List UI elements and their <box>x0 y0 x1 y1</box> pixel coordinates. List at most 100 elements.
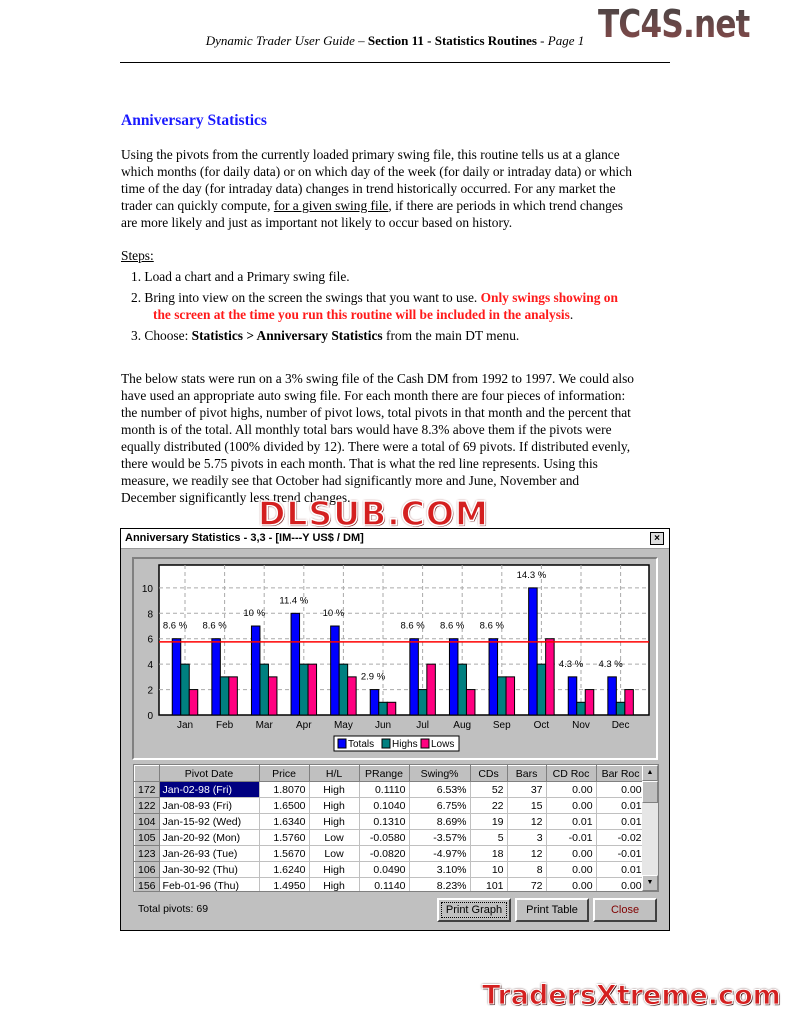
table-cell: 6.75% <box>408 797 471 814</box>
table-cell: 22 <box>469 797 508 814</box>
y-tick-label: 4 <box>147 660 153 671</box>
table-cell: 12 <box>506 845 547 862</box>
bar-chart: 0 2 4 6 8 10 8.6 % Jan 8.6 % Feb 10 % Mar 11.4 % Apr 1… <box>142 564 650 752</box>
table-cell: Jan-02-98 (Fri) <box>158 781 260 798</box>
bar-highs <box>536 663 547 716</box>
close-icon[interactable]: × <box>650 532 664 545</box>
bar-lows <box>584 689 595 716</box>
table-cell: 1.8070 <box>258 781 310 798</box>
x-tick-label: Feb <box>216 720 234 731</box>
bar-totals <box>171 638 182 716</box>
table-cell: Jan-20-92 (Mon) <box>158 829 260 846</box>
total-pivots-label: Total pivots: 69 <box>138 903 209 915</box>
column-header[interactable]: CD Roc <box>545 765 597 782</box>
text-segment: The below stats were run on a 3% swing f… <box>121 371 635 386</box>
bar-highs <box>378 701 388 716</box>
y-tick-label: 8 <box>147 609 153 620</box>
column-header[interactable]: H/L <box>308 765 360 782</box>
table-scrollbar[interactable]: ▲ ▼ <box>642 765 658 891</box>
data-label: 11.4 % <box>279 595 308 606</box>
scroll-thumb[interactable] <box>642 781 658 803</box>
legend-label: Totals <box>348 739 374 750</box>
text-segment: the number of pivot highs, number of piv… <box>121 405 631 420</box>
table-cell: 0.01 <box>595 813 646 830</box>
table-cell: -0.02 <box>595 829 646 846</box>
table-cell: 3.10% <box>408 861 471 878</box>
bar-highs <box>417 689 428 716</box>
page-header: Dynamic Trader User Guide – Section 11 -… <box>120 33 670 49</box>
table-cell: 1.5670 <box>258 845 310 862</box>
bar-highs <box>576 701 586 716</box>
x-tick-label: Aug <box>453 720 471 731</box>
legend-label: Highs <box>392 739 418 750</box>
table-cell: -3.57% <box>408 829 471 846</box>
text-segment: there would be 5.75 pivots in each month… <box>121 456 598 471</box>
bar-lows <box>426 663 436 716</box>
table-cell: High <box>308 797 360 814</box>
data-label: 10 % <box>323 608 345 619</box>
header-section: Section 11 - Statistics Routines <box>367 33 537 48</box>
table-cell: 0.1140 <box>358 877 410 891</box>
x-tick-label: Dec <box>612 720 630 731</box>
scroll-down-icon[interactable]: ▼ <box>642 875 658 891</box>
column-header[interactable]: Swing% <box>408 765 471 782</box>
table-cell: Jan-08-93 (Fri) <box>158 797 260 814</box>
column-header[interactable]: Bars <box>506 765 547 782</box>
column-header[interactable]: CDs <box>469 765 508 782</box>
data-label: 4.3 % <box>559 659 584 670</box>
section-title: Anniversary Statistics <box>121 112 267 129</box>
table-row[interactable]: 156 Feb-01-96 (Thu) 1.4950 High 0.1140 8.23% 1… <box>134 877 646 891</box>
bar-lows <box>267 676 278 716</box>
table-cell: -0.01 <box>595 845 646 862</box>
table-cell: 8 <box>506 861 547 878</box>
table-cell: 1.6500 <box>258 797 310 814</box>
text-segment: month is of the total. All monthly total… <box>121 422 612 437</box>
legend-swatch <box>381 738 391 749</box>
text-segment: the screen at the time you run this rout… <box>153 307 570 322</box>
table-cell: 0.00 <box>595 877 646 891</box>
table-cell: 19 <box>469 813 508 830</box>
bar-highs <box>338 663 349 716</box>
table-cell: 101 <box>469 877 508 891</box>
data-label: 8.6 % <box>202 621 227 632</box>
table-cell: 0.1040 <box>358 797 410 814</box>
tradersxtreme-watermark-logo: TradersXtreme.com <box>482 980 782 1012</box>
table-cell: 1.5760 <box>258 829 310 846</box>
x-tick-label: Jun <box>375 720 391 731</box>
step-item-line: 1. Load a chart and a Primary swing file… <box>131 268 350 285</box>
table-cell: 0.00 <box>595 781 646 798</box>
print-table-button[interactable]: Print Table <box>515 898 589 922</box>
column-header[interactable]: Bar Roc <box>595 765 646 782</box>
column-header[interactable]: Price <box>258 765 310 782</box>
print-graph-button[interactable]: Print Graph <box>437 898 511 922</box>
bar-lows <box>545 638 555 716</box>
text-segment: 2. Bring into view on the screen the swi… <box>131 290 481 305</box>
table-cell: 104 <box>134 813 160 830</box>
column-header[interactable]: Pivot Date <box>158 765 260 782</box>
column-header[interactable]: PRange <box>358 765 410 782</box>
table-row[interactable]: 172 Jan-02-98 (Fri) 1.8070 High 0.1110 6.53% 5… <box>134 781 646 798</box>
table-row[interactable]: 122 Jan-08-93 (Fri) 1.6500 High 0.1040 6.75% 2… <box>134 797 646 814</box>
text-segment: measure, we readily see that October had… <box>121 473 580 488</box>
bar-highs <box>497 676 507 716</box>
dlsub-watermark-logo: DLSUB.COM <box>257 493 489 534</box>
steps-label: Steps: <box>121 248 154 263</box>
scroll-up-icon[interactable]: ▲ <box>642 765 658 781</box>
data-label: 10 % <box>243 608 265 619</box>
table-row[interactable]: 106 Jan-30-92 (Thu) 1.6240 High 0.0490 3.10% 1… <box>134 861 646 878</box>
column-header[interactable] <box>134 765 160 782</box>
bar-lows <box>347 676 357 716</box>
table-cell: 0.1310 <box>358 813 410 830</box>
table-cell: 0.01 <box>545 813 597 830</box>
bar-lows <box>228 676 238 716</box>
table-cell: High <box>308 813 360 830</box>
table-row[interactable]: 123 Jan-26-93 (Tue) 1.5670 Low -0.0820 -4.97%… <box>134 845 646 862</box>
bar-totals <box>290 612 301 716</box>
y-tick-label: 10 <box>142 584 154 595</box>
close-button[interactable]: Close <box>593 898 657 922</box>
table-row[interactable]: 105 Jan-20-92 (Mon) 1.5760 Low -0.0580 -3.57%… <box>134 829 646 846</box>
bar-lows <box>465 689 476 716</box>
table-cell: 0.0490 <box>358 861 410 878</box>
table-row[interactable]: 104 Jan-15-92 (Wed) 1.6340 High 0.1310 8.69% 1… <box>134 813 646 830</box>
